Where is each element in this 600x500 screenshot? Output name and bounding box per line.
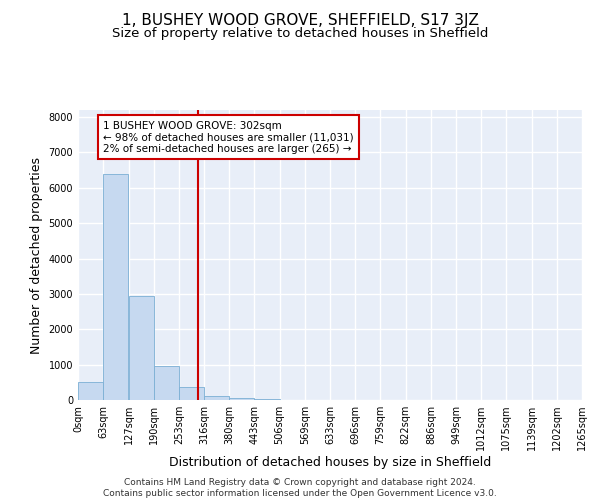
Bar (78, 382, 103, 400)
Y-axis label: Number of detached properties: Number of detached properties (30, 156, 43, 354)
X-axis label: Distribution of detached houses by size in Sheffield: Distribution of detached houses by size … (169, 456, 491, 469)
Text: 1, BUSHEY WOOD GROVE, SHEFFIELD, S17 3JZ: 1, BUSHEY WOOD GROVE, SHEFFIELD, S17 3JZ (122, 12, 478, 28)
Text: 1 BUSHEY WOOD GROVE: 302sqm
← 98% of detached houses are smaller (11,031)
2% of : 1 BUSHEY WOOD GROVE: 302sqm ← 98% of det… (103, 120, 354, 154)
Bar (154, 366, 179, 400)
Text: Contains HM Land Registry data © Crown copyright and database right 2024.
Contai: Contains HM Land Registry data © Crown c… (103, 478, 497, 498)
Bar (229, 398, 254, 400)
Bar (128, 296, 154, 400)
Bar (103, 174, 128, 400)
Text: Size of property relative to detached houses in Sheffield: Size of property relative to detached ho… (112, 28, 488, 40)
Bar (179, 386, 204, 400)
Bar (254, 399, 280, 400)
Bar (204, 396, 229, 400)
